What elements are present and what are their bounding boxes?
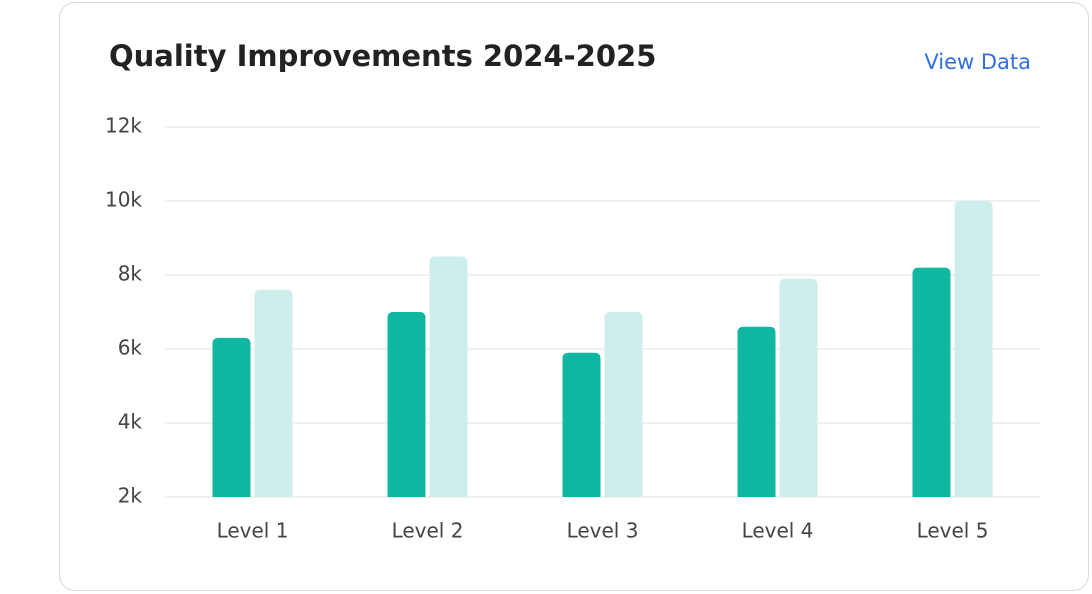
y-tick-label: 2k xyxy=(118,484,143,508)
y-tick-label: 6k xyxy=(118,336,143,360)
y-tick-label: 12k xyxy=(105,114,142,138)
x-tick-label: Level 2 xyxy=(392,519,464,543)
y-tick-label: 4k xyxy=(118,410,143,434)
x-tick-label: Level 3 xyxy=(567,519,639,543)
bar xyxy=(737,326,776,497)
chart-title: Quality Improvements 2024-2025 xyxy=(109,39,656,73)
bar xyxy=(912,267,951,497)
y-tick-label: 8k xyxy=(118,262,143,286)
bar xyxy=(779,278,818,497)
x-tick-label: Level 5 xyxy=(917,519,989,543)
bar xyxy=(604,312,643,497)
view-data-link[interactable]: View Data xyxy=(924,50,1031,74)
bar xyxy=(429,256,468,497)
card xyxy=(59,2,1089,591)
bar xyxy=(954,201,993,497)
bar xyxy=(254,289,293,497)
bar xyxy=(562,352,601,497)
x-tick-label: Level 4 xyxy=(742,519,814,543)
bar xyxy=(387,312,426,497)
x-tick-label: Level 1 xyxy=(217,519,289,543)
bar xyxy=(212,337,251,497)
y-tick-label: 10k xyxy=(105,188,142,212)
